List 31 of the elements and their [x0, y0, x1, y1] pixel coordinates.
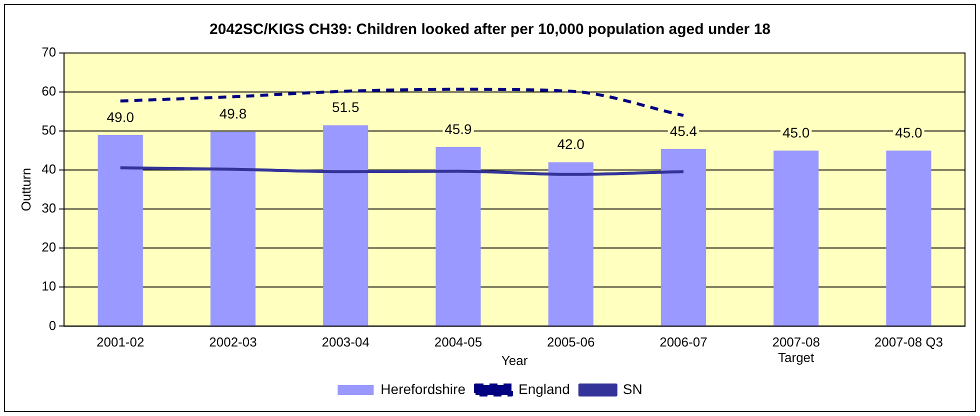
- data-label: 45.9: [444, 120, 472, 137]
- legend-label: SN: [622, 380, 642, 397]
- chart-title: 2042SC/KIGS CH39: Children looked after per 10,000 population aged under 18: [210, 21, 770, 38]
- y-tick-label: 60: [42, 84, 56, 99]
- x-tick-label: 2003-04: [322, 334, 370, 350]
- line-series: [118, 166, 685, 176]
- y-tick-label: 30: [42, 200, 56, 216]
- x-tick-label: 2001-02: [96, 334, 144, 350]
- y-tick-label: 40: [42, 162, 56, 177]
- data-label: 45.0: [895, 124, 923, 140]
- x-axis-title: Year: [501, 352, 528, 368]
- y-tick-label: 0: [48, 318, 56, 333]
- legend-label: Herefordshire: [380, 380, 466, 397]
- y-tick-label: 10: [42, 278, 56, 294]
- x-tick-label: 2002-03: [209, 334, 257, 350]
- y-tick-label: 20: [42, 240, 56, 255]
- data-label: 42.0: [557, 136, 585, 152]
- x-tick-label: 2006-07: [660, 334, 708, 350]
- data-label: 51.5: [332, 99, 360, 116]
- data-label: 49.8: [219, 106, 247, 122]
- x-tick-label: 2004-05: [434, 334, 482, 350]
- x-tick-label: 2005-06: [546, 334, 595, 350]
- y-tick-label: 50: [42, 122, 56, 138]
- x-tick-label: 2007-08 Q3: [874, 334, 944, 350]
- y-axis-title: Outturn: [18, 168, 34, 212]
- x-tick-label: 2007-08 Target: [772, 334, 820, 366]
- data-label: 45.0: [782, 124, 810, 140]
- legend-label: England: [518, 380, 570, 397]
- data-label: 45.4: [670, 122, 698, 139]
- y-tick-label: 70: [42, 44, 56, 60]
- data-label: 49.0: [106, 108, 134, 125]
